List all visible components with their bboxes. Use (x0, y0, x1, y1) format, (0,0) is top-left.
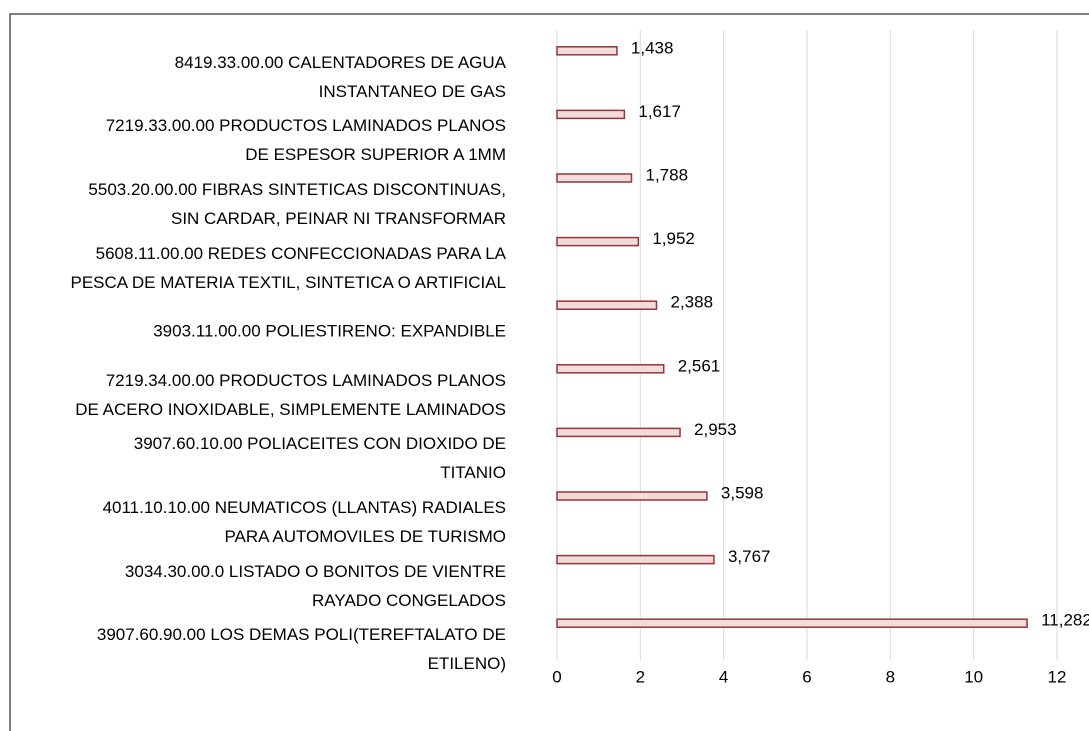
bar (556, 364, 665, 374)
value-label: 11,282 (1041, 611, 1089, 630)
value-label: 1,617 (638, 102, 681, 121)
value-label: 2,561 (678, 356, 721, 375)
bar (556, 491, 708, 501)
y-tick-label: 3903.11.00.00 POLIESTIRENO: EXPANDIBLE (153, 321, 506, 341)
frame (9, 13, 1089, 731)
x-tick-label: 6 (802, 667, 811, 686)
value-label: 3,598 (721, 483, 764, 502)
y-tick-label: 3907.60.10.00 POLIACEITES CON DIOXIDO DE… (133, 434, 506, 483)
x-tick-label: 2 (636, 667, 645, 686)
value-label: 3,767 (728, 547, 771, 566)
y-tick-label: 4011.10.10.00 NEUMATICOS (LLANTAS) RADIA… (102, 498, 506, 546)
x-tick-label: 10 (964, 667, 983, 686)
y-tick-label: 8419.33.00.00 CALENTADORES DE AGUA INSTA… (174, 52, 506, 101)
bar (556, 173, 633, 183)
bar (556, 300, 658, 310)
value-label: 1,788 (646, 165, 689, 184)
x-tick-label: 8 (886, 667, 895, 686)
y-tick-label: 7219.34.00.00 PRODUCTOS LAMINADOS PLANOS… (75, 370, 506, 419)
y-tick-label: 3034.30.00.0 LISTADO O BONITOS DE VIENTR… (124, 561, 506, 610)
y-tick-label: 5503.20.00.00 FIBRAS SINTETICAS DISCONTI… (88, 180, 506, 228)
value-label: 2,953 (694, 420, 737, 439)
x-tick-label: 12 (1048, 667, 1067, 686)
x-tick-label: 0 (552, 667, 561, 686)
value-label: 1,952 (652, 229, 695, 248)
value-label: 2,388 (671, 293, 714, 312)
bar (556, 427, 681, 438)
bar (556, 618, 1028, 628)
y-tick-label: 5608.11.00.00 REDES CONFECCIONADAS PARA … (70, 243, 506, 292)
bar (556, 46, 618, 56)
y-tick-label: 3907.60.90.00 LOS DEMAS POLI(TEREFTALATO… (96, 625, 506, 674)
y-tick-label: 7219.33.00.00 PRODUCTOS LAMINADOS PLANOS… (105, 116, 506, 165)
x-tick-label: 4 (719, 667, 728, 686)
value-label: 1,438 (631, 38, 674, 57)
bar (556, 109, 626, 120)
bar (556, 554, 715, 565)
bar (556, 236, 640, 247)
